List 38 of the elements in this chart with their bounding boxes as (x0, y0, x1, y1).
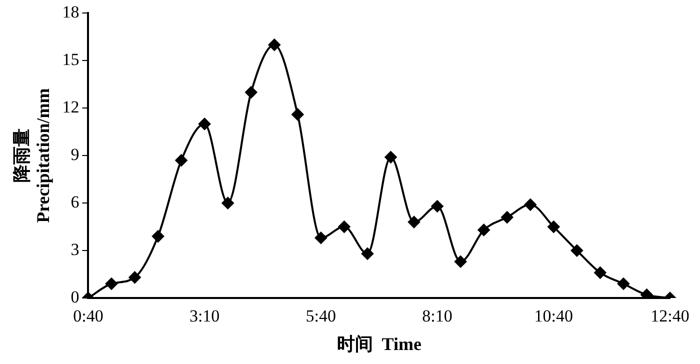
point (617, 278, 630, 290)
y-tick-label: 9 (70, 145, 80, 164)
x-tick-label: 10:40 (534, 306, 574, 326)
point (105, 278, 118, 290)
x-tick-label: 3:10 (189, 306, 220, 326)
point (292, 108, 304, 120)
y-tick-label: 6 (70, 192, 80, 212)
y-axis-title: 降雨量 Precipitation/mm (11, 88, 54, 223)
point (314, 232, 327, 244)
point (524, 198, 536, 211)
y-tick-label: 3 (70, 240, 80, 259)
x-tick-label: 5:40 (306, 306, 336, 326)
point (198, 118, 211, 130)
point (548, 220, 560, 233)
x-tick-label: 8:10 (422, 306, 452, 326)
point (268, 38, 280, 51)
point (222, 197, 234, 210)
y-tick-label: 0 (70, 287, 80, 306)
point (245, 86, 258, 98)
point (152, 230, 164, 242)
point (594, 266, 606, 279)
point (570, 244, 583, 257)
point (478, 224, 490, 236)
point (454, 256, 467, 268)
point (384, 151, 397, 164)
y-tick-label: 18 (62, 2, 80, 22)
x-tick-label: 12:40 (650, 306, 690, 326)
point (128, 271, 141, 284)
x-axis-title: 时间 Time (336, 334, 422, 354)
y-tick-label: 12 (62, 98, 80, 117)
point (175, 154, 188, 166)
x-tick-label: 0:40 (73, 306, 104, 326)
point (501, 211, 514, 224)
point (431, 200, 444, 212)
point (408, 216, 420, 228)
y-tick-label: 15 (62, 50, 80, 70)
point (361, 248, 374, 260)
point (338, 220, 350, 233)
